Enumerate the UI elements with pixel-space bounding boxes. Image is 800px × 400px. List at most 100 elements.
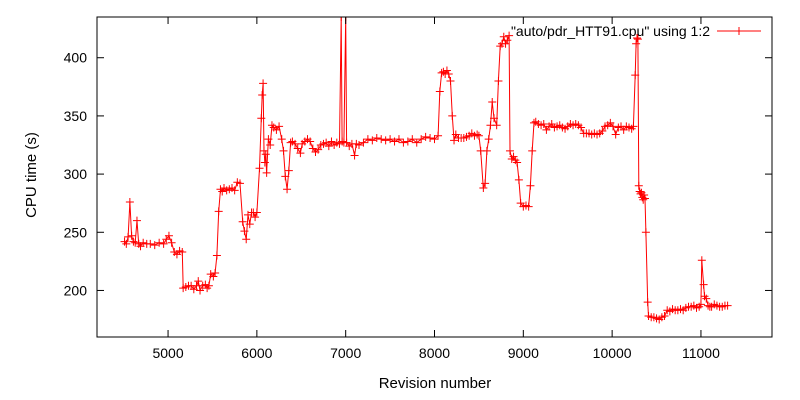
data-point xyxy=(368,136,377,145)
data-point xyxy=(266,141,275,149)
data-point xyxy=(194,277,203,286)
data-point xyxy=(204,281,213,290)
data-point xyxy=(127,231,136,240)
data-point xyxy=(146,239,155,248)
data-point xyxy=(209,272,218,281)
data-point xyxy=(261,150,270,159)
data-point xyxy=(643,298,652,307)
y-tick-label: 350 xyxy=(64,108,88,124)
data-point xyxy=(394,135,403,144)
data-point xyxy=(338,137,347,146)
data-point xyxy=(122,239,131,248)
data-point xyxy=(230,186,239,195)
data-point xyxy=(286,138,295,147)
data-point xyxy=(131,238,140,247)
data-point xyxy=(214,207,223,216)
data-point xyxy=(660,312,669,321)
data-point xyxy=(257,114,266,123)
data-point xyxy=(306,137,315,146)
data-point xyxy=(350,151,359,160)
data-point xyxy=(598,127,607,136)
data-point xyxy=(702,294,711,303)
data-point xyxy=(640,194,649,203)
data-point xyxy=(363,135,372,144)
data-point xyxy=(501,39,510,48)
data-point xyxy=(426,134,435,143)
data-point xyxy=(201,280,210,289)
data-point xyxy=(260,158,269,167)
data-point xyxy=(633,35,642,44)
data-point xyxy=(284,166,293,175)
data-point xyxy=(696,300,705,309)
data-point xyxy=(196,286,205,295)
data-point xyxy=(474,131,483,140)
series-group xyxy=(120,17,732,324)
data-point xyxy=(252,208,261,217)
data-point xyxy=(479,184,488,193)
data-point xyxy=(704,301,713,310)
legend-entry-label: "auto/pdr_HTT91.cpu" using 1:2 xyxy=(511,23,710,39)
data-point xyxy=(490,114,499,123)
data-point xyxy=(632,39,641,48)
data-point xyxy=(296,149,305,158)
data-point xyxy=(421,132,430,141)
data-point xyxy=(437,68,446,77)
data-point xyxy=(529,118,538,127)
data-point xyxy=(262,168,271,177)
data-point xyxy=(434,131,443,140)
data-point xyxy=(279,146,288,155)
data-point xyxy=(218,187,227,196)
data-point xyxy=(528,146,537,155)
y-tick-label: 200 xyxy=(64,282,88,298)
data-point xyxy=(408,135,417,144)
data-point xyxy=(314,145,323,154)
data-point xyxy=(412,138,421,147)
data-point xyxy=(281,172,290,181)
data-point xyxy=(139,238,148,247)
data-point xyxy=(482,146,491,155)
data-point xyxy=(499,32,508,41)
data-point xyxy=(492,121,501,130)
data-point xyxy=(488,97,497,106)
data-point xyxy=(473,130,482,139)
x-tick-label: 10000 xyxy=(593,345,632,361)
y-axis-label: CPU time (s) xyxy=(23,132,40,218)
data-point xyxy=(699,280,708,289)
data-point xyxy=(448,111,457,120)
data-point xyxy=(337,17,346,21)
y-tick-label: 300 xyxy=(64,166,88,182)
data-point xyxy=(697,256,706,265)
data-point xyxy=(129,237,138,246)
data-point xyxy=(446,77,455,85)
x-tick-label: 7000 xyxy=(330,345,361,361)
data-point xyxy=(631,71,640,80)
data-point xyxy=(503,36,512,45)
legend: "auto/pdr_HTT91.cpu" using 1:2 xyxy=(511,23,761,39)
data-point xyxy=(435,87,444,96)
data-point xyxy=(372,134,381,143)
data-point xyxy=(259,79,268,88)
data-point xyxy=(723,301,732,310)
legend-marker-sample xyxy=(735,27,743,35)
data-point xyxy=(417,135,426,144)
x-tick-label: 11000 xyxy=(682,345,720,361)
y-tick-label: 250 xyxy=(64,224,88,240)
data-point xyxy=(577,123,586,132)
data-point xyxy=(245,220,254,229)
data-point xyxy=(513,158,522,167)
data-point xyxy=(403,137,412,146)
data-point xyxy=(505,31,514,40)
data-point xyxy=(259,146,268,155)
data-point xyxy=(505,146,514,155)
data-point xyxy=(381,136,390,145)
x-tick-label: 5000 xyxy=(152,345,183,361)
data-point xyxy=(291,139,300,148)
data-point xyxy=(283,185,292,194)
data-point xyxy=(240,227,249,236)
data-point xyxy=(609,122,618,131)
data-point xyxy=(125,198,134,207)
data-point xyxy=(442,66,451,75)
data-point xyxy=(611,130,620,139)
data-point xyxy=(641,228,650,237)
